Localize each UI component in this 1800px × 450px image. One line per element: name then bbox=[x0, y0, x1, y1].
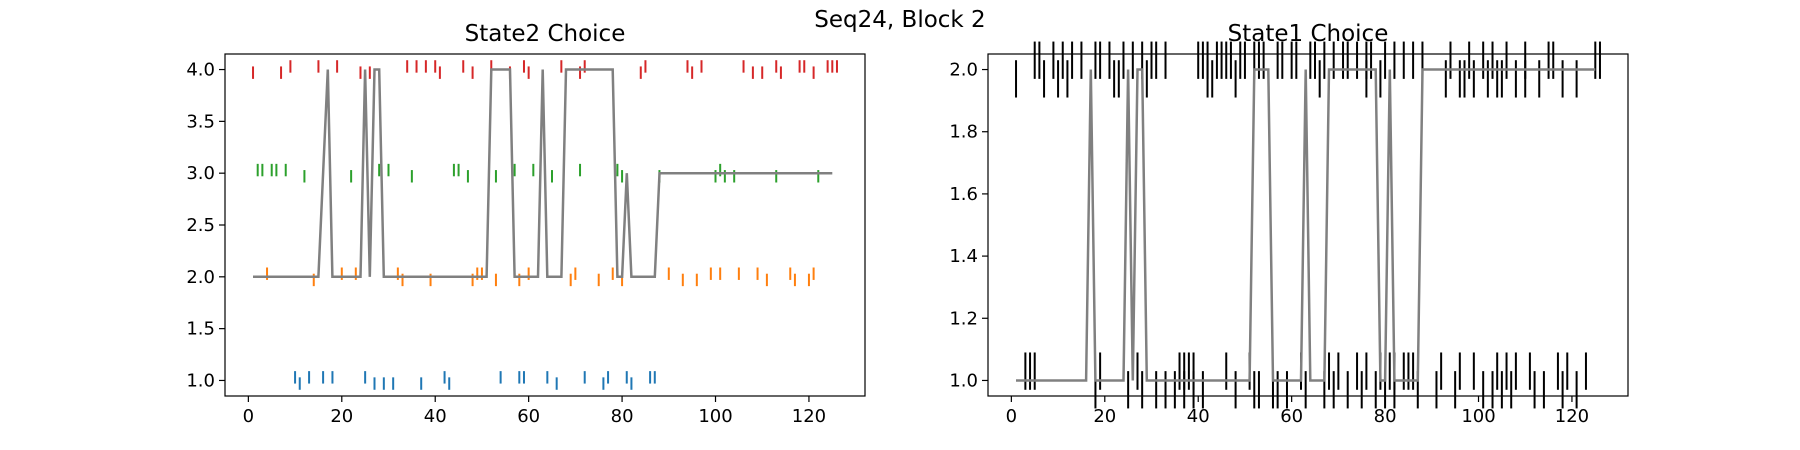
chart-ticks: 0 20 40 60 80 100 120 1.0 1.2 1.4 1.6 1.8 2.0 bbox=[949, 60, 1589, 427]
chart-ticks: 0 20 40 60 80 100 120 1.0 1.5 2.0 2.5 3.0 3.5 4.0 bbox=[186, 60, 826, 427]
y-tick-label: 3.0 bbox=[186, 163, 215, 184]
figure-suptitle: Seq24, Block 2 bbox=[814, 7, 985, 33]
x-tick-label: 60 bbox=[517, 406, 540, 427]
y-tick-label: 2.0 bbox=[186, 267, 215, 288]
chart-state1-choice: State1 Choice 0 20 40 60 80 100 120 1.0 1.2 1.4 1.… bbox=[949, 21, 1629, 427]
x-tick-label: 20 bbox=[1093, 406, 1116, 427]
y-tick-label: 1.2 bbox=[949, 308, 978, 329]
chart-marks bbox=[252, 60, 838, 390]
y-tick-label: 1.8 bbox=[949, 122, 978, 143]
choice-line bbox=[1016, 68, 1596, 382]
x-tick-label: 40 bbox=[424, 406, 447, 427]
chart-title: State1 Choice bbox=[1228, 21, 1389, 47]
y-tick-label: 4.0 bbox=[186, 60, 215, 81]
x-tick-label: 60 bbox=[1280, 406, 1303, 427]
x-tick-label: 120 bbox=[792, 406, 826, 427]
x-tick-label: 120 bbox=[1555, 406, 1589, 427]
x-tick-label: 80 bbox=[1374, 406, 1397, 427]
chart-marks bbox=[1015, 41, 1601, 409]
y-tick-label: 1.0 bbox=[186, 370, 215, 391]
x-tick-label: 100 bbox=[698, 406, 732, 427]
y-tick-label: 2.5 bbox=[186, 215, 215, 236]
x-tick-label: 100 bbox=[1461, 406, 1495, 427]
y-tick-label: 1.6 bbox=[949, 184, 978, 205]
chart-state2-choice: State2 Choice 0 20 40 60 80 100 120 1.0 1.5 2.0 2.… bbox=[186, 21, 866, 427]
y-tick-label: 2.0 bbox=[949, 60, 978, 81]
y-tick-label: 3.5 bbox=[186, 111, 215, 132]
x-tick-label: 0 bbox=[1006, 406, 1017, 427]
y-tick-label: 1.4 bbox=[949, 246, 978, 267]
x-tick-label: 0 bbox=[243, 406, 254, 427]
x-tick-label: 40 bbox=[1187, 406, 1210, 427]
x-tick-label: 80 bbox=[611, 406, 634, 427]
y-tick-label: 1.0 bbox=[949, 370, 978, 391]
chart-title: State2 Choice bbox=[465, 21, 626, 47]
x-tick-label: 20 bbox=[330, 406, 353, 427]
choice-line bbox=[253, 68, 833, 279]
plot-area-frame bbox=[987, 53, 1629, 397]
y-tick-label: 1.5 bbox=[186, 319, 215, 340]
